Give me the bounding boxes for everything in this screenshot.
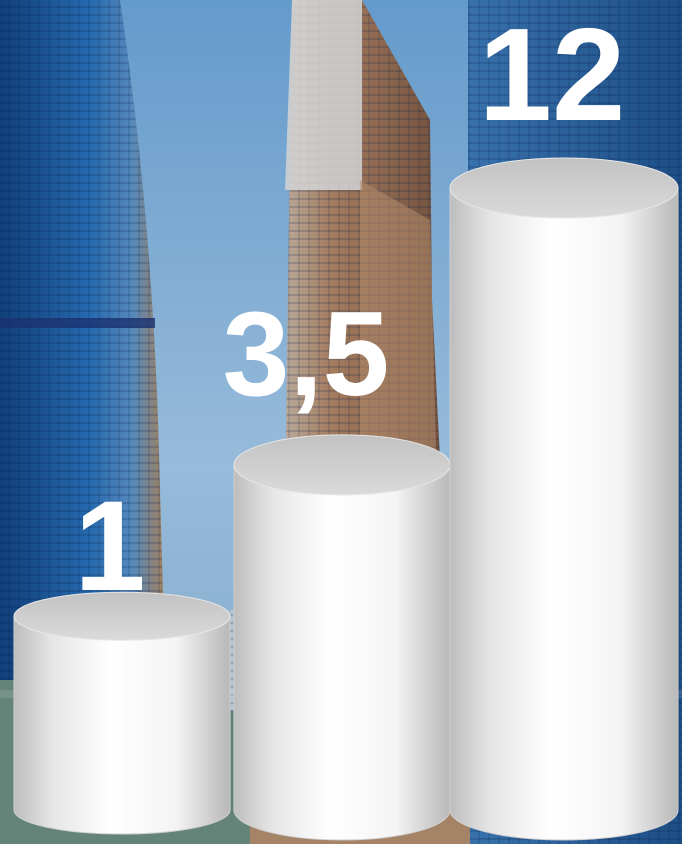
bar-2 <box>233 434 451 841</box>
value-label-2: 3,5 <box>223 287 390 421</box>
value-label-1: 1 <box>74 475 145 618</box>
bars-layer <box>13 157 679 841</box>
bar-3 <box>449 157 679 841</box>
bar-1 <box>13 591 231 835</box>
bar-3-top <box>449 157 679 219</box>
bar-3-body <box>449 187 679 841</box>
bar-2-top <box>233 434 451 496</box>
bar-1-top <box>13 591 231 641</box>
bar-2-body <box>233 464 451 841</box>
value-labels-layer: 1 3,5 12 <box>74 1 625 618</box>
bar-1-body <box>13 615 231 835</box>
value-label-3: 12 <box>479 1 626 148</box>
